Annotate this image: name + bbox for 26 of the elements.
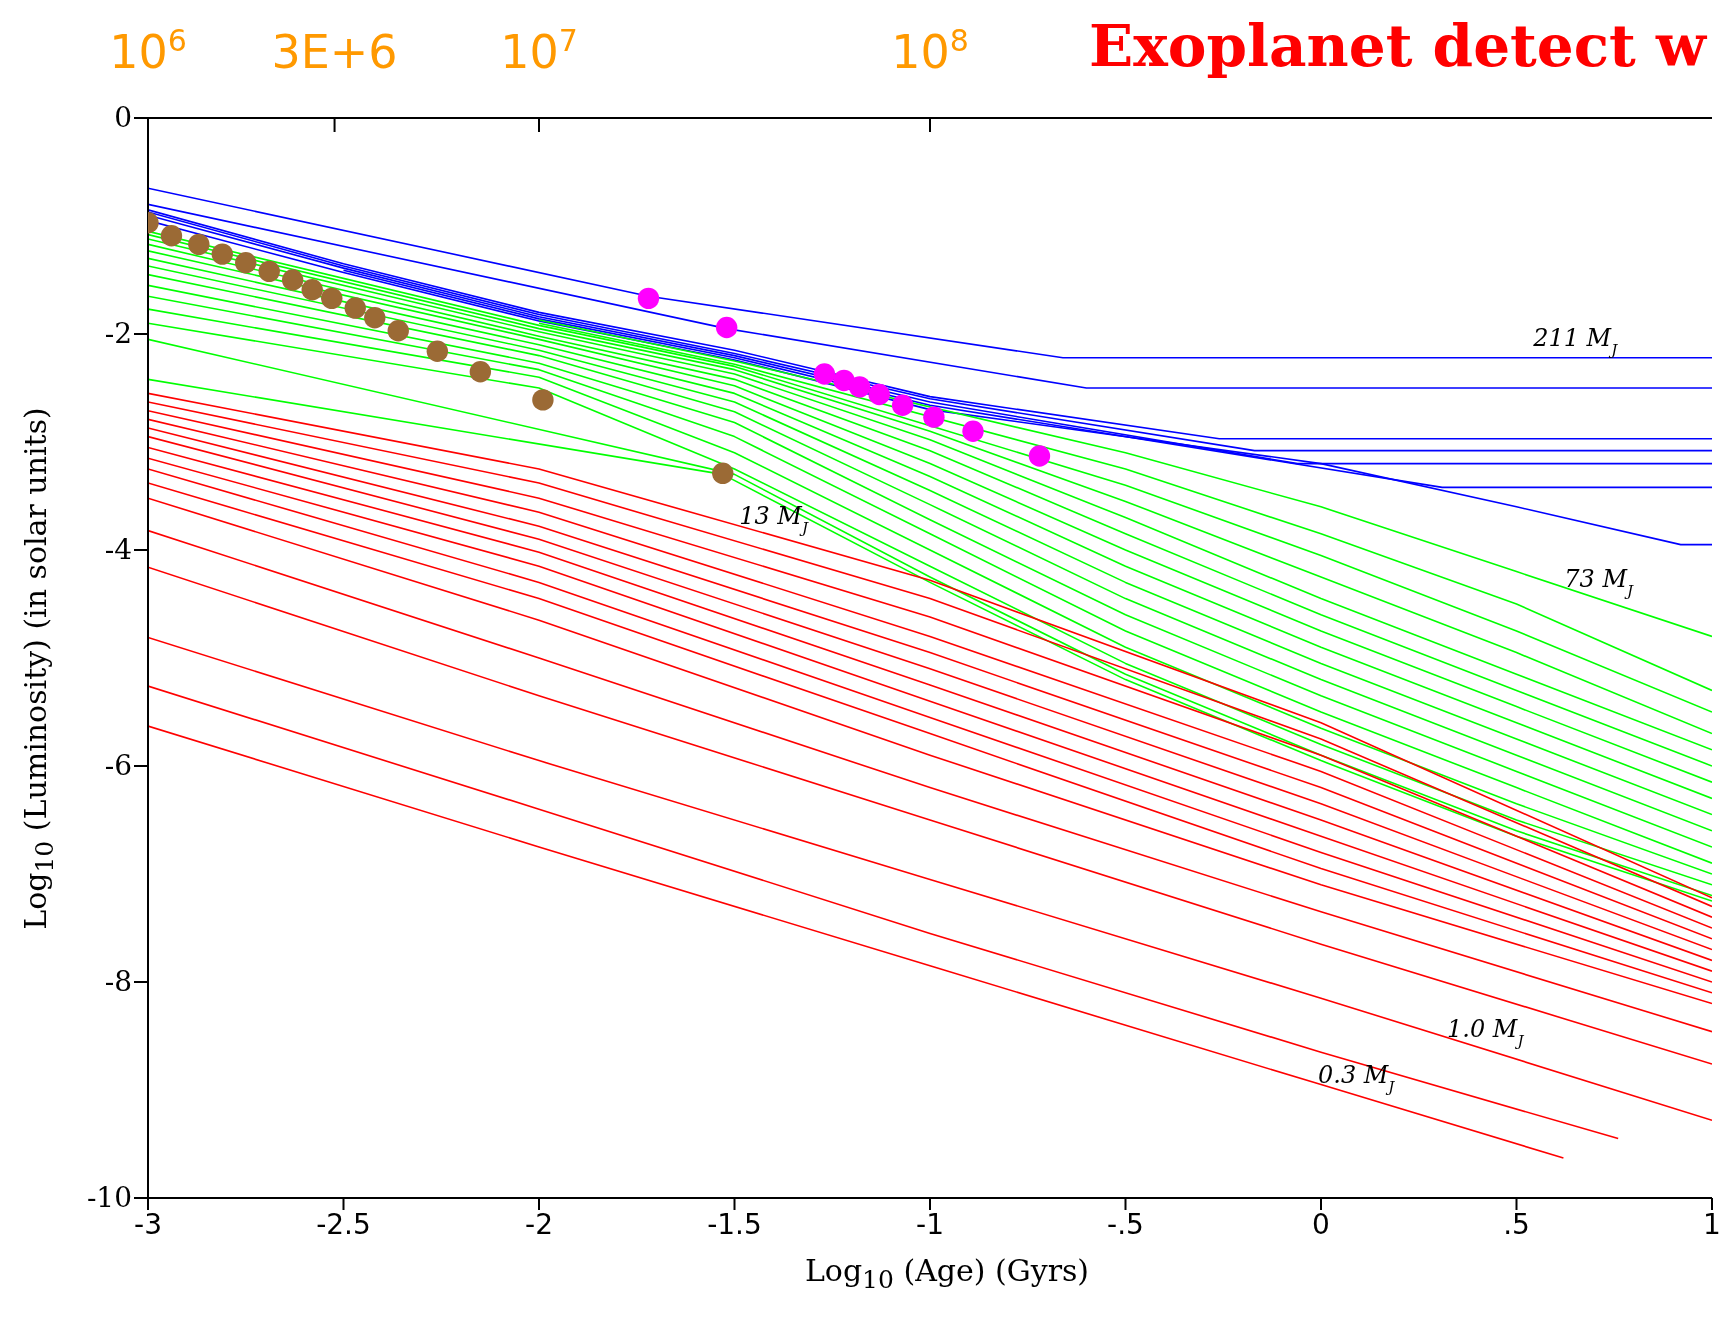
x-tick-label: 0 xyxy=(1312,1208,1330,1241)
y-tick-label: -10 xyxy=(86,1181,132,1214)
x2-tick-label: 10$^{6}$ xyxy=(109,22,187,79)
x-tick-label: -2.5 xyxy=(316,1208,371,1241)
y-tick-label: -2 xyxy=(104,317,132,350)
x-tick-label: -1 xyxy=(916,1208,944,1241)
x-tick-label: -3 xyxy=(134,1208,162,1241)
annotation: 13 M$_{J}$ xyxy=(739,501,809,537)
x2-tick-label: 3E+6 xyxy=(271,25,398,79)
annotation: 0.3 M$_{J}$ xyxy=(1317,1061,1396,1097)
x-tick-label: .5 xyxy=(1503,1208,1530,1241)
x-tick-label: 1 xyxy=(1703,1208,1721,1241)
y-tick-label: 0 xyxy=(114,101,132,134)
chart-title: Exoplanet detect w xyxy=(1088,12,1706,80)
y-tick-label: -6 xyxy=(104,749,132,782)
x-tick-label: -.5 xyxy=(1107,1208,1144,1241)
x-axis-title: Log$_{10}$ (Age) (Gyrs) xyxy=(803,1253,1091,1294)
x-tick-label: -2 xyxy=(525,1208,553,1241)
x2-tick-label: 10$^{7}$ xyxy=(500,22,578,79)
y-tick-label: -4 xyxy=(104,533,132,566)
x2-tick-label: 10$^{8}$ xyxy=(891,22,969,79)
annotation: 211 M$_{J}$ xyxy=(1532,323,1619,359)
x-tick-label: -1.5 xyxy=(707,1208,762,1241)
annotation: 1.0 M$_{J}$ xyxy=(1447,1014,1525,1050)
annotation: 73 M$_{J}$ xyxy=(1564,564,1634,600)
y-tick-label: -8 xyxy=(104,965,132,998)
